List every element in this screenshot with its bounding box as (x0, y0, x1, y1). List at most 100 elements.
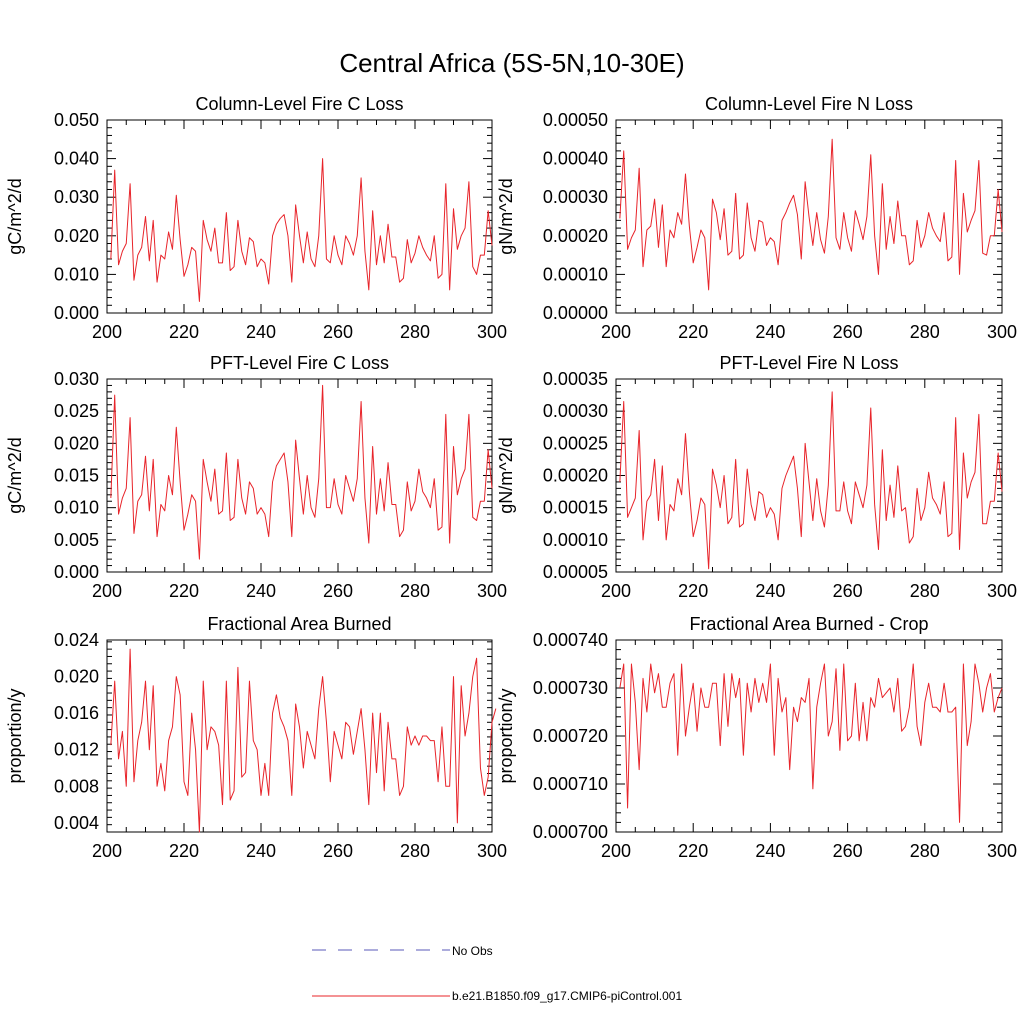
x-tick-label: 200 (92, 841, 122, 861)
x-tick-label: 240 (246, 841, 276, 861)
y-tick-label: 0.010 (54, 498, 99, 518)
x-tick-label: 240 (755, 322, 785, 342)
x-tick-label: 300 (987, 581, 1017, 601)
x-tick-label: 220 (169, 322, 199, 342)
y-tick-label: 0.000730 (533, 678, 608, 698)
chart-panel-4: PFT-Level Fire N Loss gN/m^2/d 200 220 240 26… (496, 353, 1017, 601)
x-tick-label: 240 (246, 322, 276, 342)
y-tick-label: 0.025 (54, 401, 99, 421)
y-tick-label: 0.00035 (543, 369, 608, 389)
y-tick-label: 0.000740 (533, 630, 608, 650)
x-tick-label: 280 (910, 581, 940, 601)
legend: No Obs b.e21.B1850.f09_g17.CMIP6-piContr… (312, 944, 682, 1003)
x-tick-label: 280 (400, 841, 430, 861)
series-line (110, 384, 493, 560)
plot-frame (106, 119, 493, 314)
y-tick-label: 0.000700 (533, 822, 608, 842)
y-tick-label: 0.000 (54, 303, 99, 323)
chart-title: Column-Level Fire C Loss (195, 94, 403, 114)
chart-panel-1: Column-Level Fire C Loss gC/m^2/d 200 220 24… (5, 94, 507, 342)
y-tick-label: 0.00000 (543, 303, 608, 323)
x-tick-label: 260 (323, 581, 353, 601)
series-line (110, 158, 493, 302)
chart-title: Column-Level Fire N Loss (705, 94, 913, 114)
y-tick-label: 0.00030 (543, 401, 608, 421)
x-tick-label: 200 (601, 841, 631, 861)
x-tick-label: 220 (678, 581, 708, 601)
chart-title: PFT-Level Fire N Loss (719, 353, 898, 373)
y-tick-label: 0.005 (54, 530, 99, 550)
y-tick-label: 0.020 (54, 226, 99, 246)
x-tick-label: 260 (833, 581, 863, 601)
y-tick-label: 0.00005 (543, 562, 608, 582)
x-tick-label: 300 (477, 841, 507, 861)
y-tick-label: 0.050 (54, 110, 99, 130)
y-tick-label: 0.015 (54, 466, 99, 486)
y-tick-label: 0.020 (54, 433, 99, 453)
y-tick-label: 0.00020 (543, 466, 608, 486)
series-line (110, 648, 497, 833)
x-tick-label: 300 (477, 581, 507, 601)
x-tick-label: 300 (987, 322, 1017, 342)
chart-panel-2: Column-Level Fire N Loss gN/m^2/d 200 220 24… (496, 94, 1017, 342)
x-tick-label: 280 (400, 581, 430, 601)
chart-title: Fractional Area Burned - Crop (689, 614, 928, 634)
y-tick-label: 0.000710 (533, 774, 608, 794)
y-tick-label: 0.000720 (533, 726, 608, 746)
y-tick-label: 0.00015 (543, 498, 608, 518)
x-tick-label: 240 (755, 581, 785, 601)
y-tick-label: 0.012 (54, 740, 99, 760)
y-tick-label: 0.040 (54, 149, 99, 169)
y-tick-label: 0.030 (54, 369, 99, 389)
plot-frame (615, 639, 1003, 833)
chart-panels: Column-Level Fire C Loss gC/m^2/d 200 220 24… (5, 94, 1017, 861)
y-axis-label: gN/m^2/d (496, 437, 516, 513)
x-tick-label: 240 (755, 841, 785, 861)
x-tick-label: 260 (833, 322, 863, 342)
series-line (619, 663, 1003, 823)
x-tick-label: 280 (910, 322, 940, 342)
chart-panel-3: PFT-Level Fire C Loss gC/m^2/d 200 220 240 26… (5, 353, 507, 601)
y-axis-label: gC/m^2/d (5, 178, 25, 254)
x-tick-label: 200 (601, 581, 631, 601)
x-tick-label: 220 (169, 841, 199, 861)
chart-panel-5: Fractional Area Burned proportion/y 200 220… (5, 614, 507, 861)
x-tick-label: 220 (678, 322, 708, 342)
y-tick-label: 0.00010 (543, 264, 608, 284)
y-tick-label: 0.000 (54, 562, 99, 582)
y-tick-label: 0.00020 (543, 226, 608, 246)
x-tick-label: 240 (246, 581, 276, 601)
y-axis-label: gC/m^2/d (5, 437, 25, 513)
x-tick-label: 200 (92, 581, 122, 601)
x-tick-label: 200 (92, 322, 122, 342)
x-tick-label: 260 (323, 322, 353, 342)
y-tick-label: 0.030 (54, 187, 99, 207)
y-tick-label: 0.00050 (543, 110, 608, 130)
x-tick-label: 300 (987, 841, 1017, 861)
y-tick-label: 0.008 (54, 776, 99, 796)
y-tick-label: 0.00025 (543, 433, 608, 453)
x-tick-label: 280 (400, 322, 430, 342)
y-tick-label: 0.024 (54, 630, 99, 650)
legend-label-control-run: b.e21.B1850.f09_g17.CMIP6-piControl.001 (452, 989, 682, 1003)
y-tick-label: 0.010 (54, 264, 99, 284)
chart-title: PFT-Level Fire C Loss (210, 353, 389, 373)
y-tick-label: 0.00040 (543, 149, 608, 169)
plot-frame (615, 378, 1003, 573)
x-tick-label: 300 (477, 322, 507, 342)
y-tick-label: 0.016 (54, 703, 99, 723)
y-tick-label: 0.004 (54, 813, 99, 833)
figure-title: Central Africa (5S-5N,10-30E) (339, 48, 684, 78)
y-axis-label: proportion/y (496, 688, 516, 783)
chart-panel-6: Fractional Area Burned - Crop proportion/… (496, 614, 1017, 861)
plot-frame (106, 639, 493, 833)
y-axis-label: proportion/y (5, 688, 25, 783)
legend-label-no-obs: No Obs (452, 944, 493, 958)
y-tick-label: 0.00030 (543, 187, 608, 207)
x-tick-label: 220 (169, 581, 199, 601)
x-tick-label: 260 (833, 841, 863, 861)
series-line (619, 138, 1003, 291)
series-line (619, 391, 1003, 570)
